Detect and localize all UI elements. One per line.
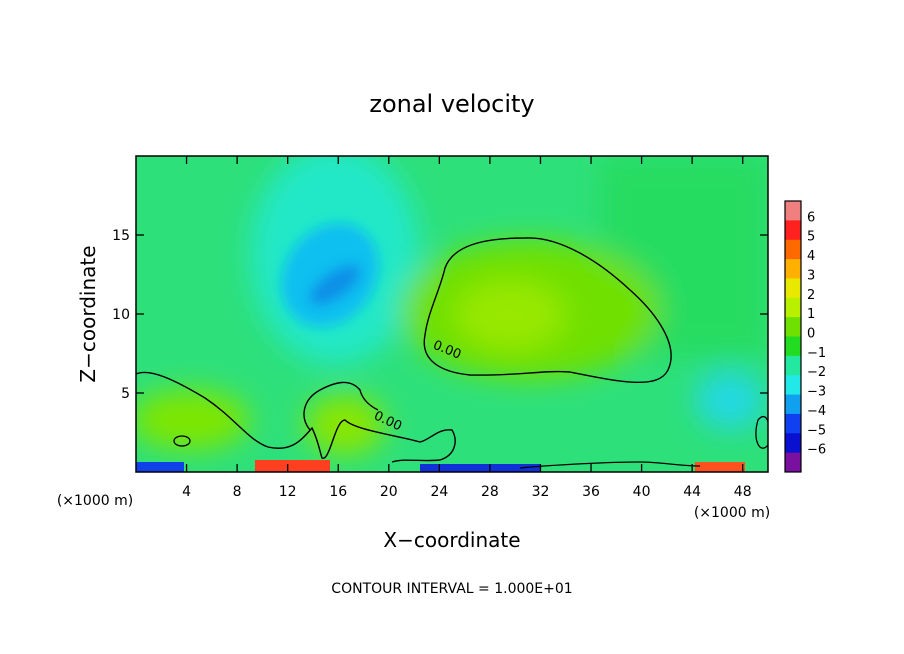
x-tick-label: 20 [380, 484, 398, 500]
x-tick-label: 12 [279, 484, 297, 500]
colorbar-swatch [785, 355, 801, 376]
y-tick-label: 10 [112, 307, 130, 323]
colorbar-label: 6 [807, 210, 815, 225]
colorbar-swatch [785, 375, 801, 396]
surface-strip-negative-left [136, 462, 184, 472]
x-tick-label: 28 [481, 484, 499, 500]
field-negative-core [309, 264, 361, 306]
x-tick-label: 4 [182, 484, 191, 500]
colorbar-swatch [785, 413, 801, 434]
colorbar-swatch [785, 278, 801, 299]
colorbar-label: 0 [807, 327, 815, 342]
field-mid-positive [305, 395, 385, 455]
colorbar-swatch [785, 239, 801, 260]
colorbar-label: −1 [807, 346, 826, 361]
contour-zero-bottom [519, 461, 701, 469]
colorbar-label: 4 [807, 249, 815, 264]
chart-title: zonal velocity [369, 90, 534, 118]
colorbar-swatch [785, 317, 801, 337]
x-axis-label: X−coordinate [383, 528, 520, 552]
field-lower-left-positive [136, 390, 250, 450]
colorbar-swatch [785, 394, 801, 415]
x-tick-label: 16 [329, 484, 347, 500]
colorbar-label: 1 [807, 307, 815, 322]
colorbar-label: 5 [807, 230, 815, 245]
x-tick-label: 44 [683, 484, 701, 500]
contour-zero-mid [303, 381, 379, 431]
colorbar-swatch [785, 336, 801, 357]
x-tick-label: 8 [233, 484, 242, 500]
colorbar-swatch [785, 433, 801, 454]
surface-strip-positive-right [695, 462, 745, 472]
colorbar-swatch [785, 220, 801, 241]
colorbar-label: −5 [807, 423, 826, 438]
colorbar-label: 3 [807, 268, 815, 283]
colorbar-label: −4 [807, 404, 826, 419]
colorbar-label: 2 [807, 288, 815, 303]
x-tick-label: 24 [430, 484, 448, 500]
contour-zero-right [755, 416, 768, 449]
surface-strip-positive-mid [255, 460, 330, 472]
contour-zero-upper [423, 237, 672, 384]
colorbar-label: −3 [807, 385, 826, 400]
x-tick-label: 48 [734, 484, 752, 500]
colorbar-swatch [785, 259, 801, 279]
x-tick-label: 40 [633, 484, 651, 500]
plot-area [136, 156, 768, 472]
colorbar-swatch [785, 297, 801, 318]
field-right-cyan [695, 370, 765, 430]
colorbar: 6 5 4 3 2 1 0 −1 −2 −3 −4 −5 −6 [784, 200, 826, 473]
contour-zero-lower [136, 371, 456, 463]
colorbar-label: −2 [807, 365, 826, 380]
colorbar-swatch [785, 201, 801, 221]
y-tick-label: 15 [112, 228, 130, 244]
y-axis-label: Z−coordinate [76, 245, 100, 382]
x-tick-label: 36 [582, 484, 600, 500]
x-unit-right: (×1000 m) [694, 505, 770, 521]
y-tick-label: 5 [121, 386, 130, 402]
contour-interval-text: CONTOUR INTERVAL = 1.000E+01 [331, 581, 572, 597]
surface-strip-negative-mid [420, 464, 540, 472]
x-unit-left: (×1000 m) [57, 493, 133, 509]
field-positive-core [455, 280, 565, 350]
colorbar-label: −6 [807, 443, 826, 458]
colorbar-swatch [785, 452, 801, 473]
contour-zero-small [173, 435, 191, 447]
colorbar-frame [784, 200, 802, 473]
x-tick-label: 32 [532, 484, 550, 500]
